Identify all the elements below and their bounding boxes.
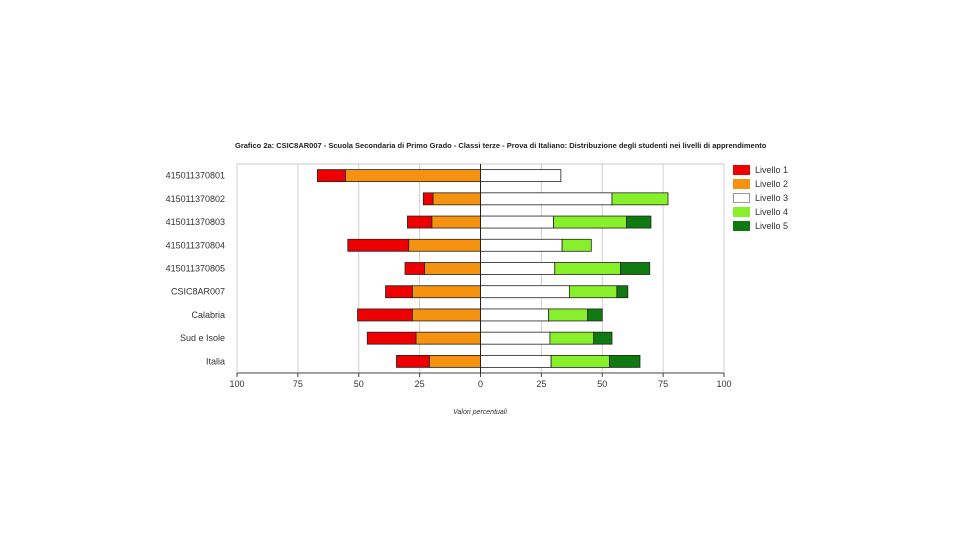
- bar-livello-1: [316, 169, 346, 183]
- x-tick-label: 25: [536, 379, 546, 389]
- category-label: Calabria: [191, 310, 225, 320]
- bar-livello-3: [480, 285, 570, 299]
- legend-label: Livello 3: [755, 193, 789, 203]
- legend-item: Livello 4: [733, 205, 788, 219]
- x-tick-label: 50: [354, 379, 364, 389]
- category-label: 415011370802: [166, 194, 225, 204]
- category-label: Italia: [206, 356, 225, 366]
- bar-livello-4: [553, 215, 627, 229]
- x-tick-label: 25: [415, 379, 425, 389]
- x-tick-label: 0: [478, 379, 483, 389]
- bar-livello-5: [587, 308, 603, 322]
- x-axis-label: Valori percentuali: [453, 409, 507, 416]
- bar-livello-4: [568, 285, 618, 299]
- x-tick-label: 75: [658, 379, 668, 389]
- bar-livello-2: [432, 192, 481, 206]
- bar-livello-1: [385, 285, 413, 299]
- bar-livello-1: [357, 308, 413, 322]
- bar-livello-3: [480, 169, 562, 183]
- category-label: 415011370803: [166, 217, 225, 227]
- bar-livello-2: [408, 238, 481, 252]
- legend-swatch: [733, 207, 750, 217]
- bar-livello-1: [404, 262, 425, 275]
- legend-swatch: [733, 179, 750, 189]
- chart-title: Grafico 2a: CSIC8AR007 - Scuola Secondar…: [235, 141, 767, 150]
- category-label: 415011370804: [166, 240, 225, 250]
- category-label: 415011370805: [166, 264, 225, 274]
- legend-swatch: [733, 165, 750, 175]
- legend-item: Livello 1: [733, 163, 788, 177]
- bar-livello-3: [480, 308, 550, 322]
- bar-livello-3: [480, 262, 556, 275]
- bar-livello-2: [411, 285, 481, 299]
- bar-livello-1: [366, 331, 417, 345]
- legend: Livello 1 Livello 2 Livello 3 Livello 4 Live…: [733, 163, 788, 233]
- bar-livello-5: [593, 331, 613, 345]
- x-tick-label: 50: [597, 379, 607, 389]
- bar-livello-2: [431, 215, 481, 229]
- bar-livello-4: [548, 308, 589, 322]
- legend-item: Livello 2: [733, 177, 788, 191]
- bar-livello-4: [561, 238, 592, 252]
- bar-livello-3: [480, 215, 554, 229]
- legend-label: Livello 5: [755, 221, 789, 231]
- x-tick-label: 100: [229, 379, 244, 389]
- bar-livello-4: [611, 192, 669, 206]
- legend-item: Livello 5: [733, 219, 788, 233]
- bar-livello-3: [480, 192, 613, 206]
- category-label: 415011370801: [166, 171, 225, 181]
- bar-livello-1: [396, 354, 430, 368]
- category-label: Sud e Isole: [180, 333, 225, 343]
- bar-livello-1: [407, 215, 433, 229]
- bar-livello-5: [616, 285, 629, 299]
- bar-livello-3: [480, 238, 563, 252]
- bar-livello-4: [549, 331, 595, 345]
- legend-label: Livello 4: [755, 207, 789, 217]
- category-label: CSIC8AR007: [171, 287, 225, 297]
- bar-livello-2: [344, 169, 481, 183]
- bar-livello-5: [626, 215, 652, 229]
- legend-swatch: [733, 193, 750, 203]
- bar-livello-5: [620, 262, 651, 275]
- bar-livello-1: [347, 238, 410, 252]
- bar-livello-2: [415, 331, 481, 345]
- bar-livello-3: [480, 331, 551, 345]
- bar-livello-3: [480, 354, 552, 368]
- legend-label: Livello 1: [755, 165, 789, 175]
- legend-label: Livello 2: [755, 179, 789, 189]
- bar-livello-2: [428, 354, 481, 368]
- bar-livello-2: [411, 308, 481, 322]
- bar-livello-4: [550, 354, 610, 368]
- x-tick-label: 100: [716, 379, 731, 389]
- legend-swatch: [733, 221, 750, 231]
- bar-livello-2: [424, 262, 481, 275]
- bar-livello-1: [422, 192, 434, 206]
- bar-livello-4: [554, 262, 621, 275]
- legend-item: Livello 3: [733, 191, 788, 205]
- x-tick-label: 75: [293, 379, 303, 389]
- bar-livello-5: [609, 354, 641, 368]
